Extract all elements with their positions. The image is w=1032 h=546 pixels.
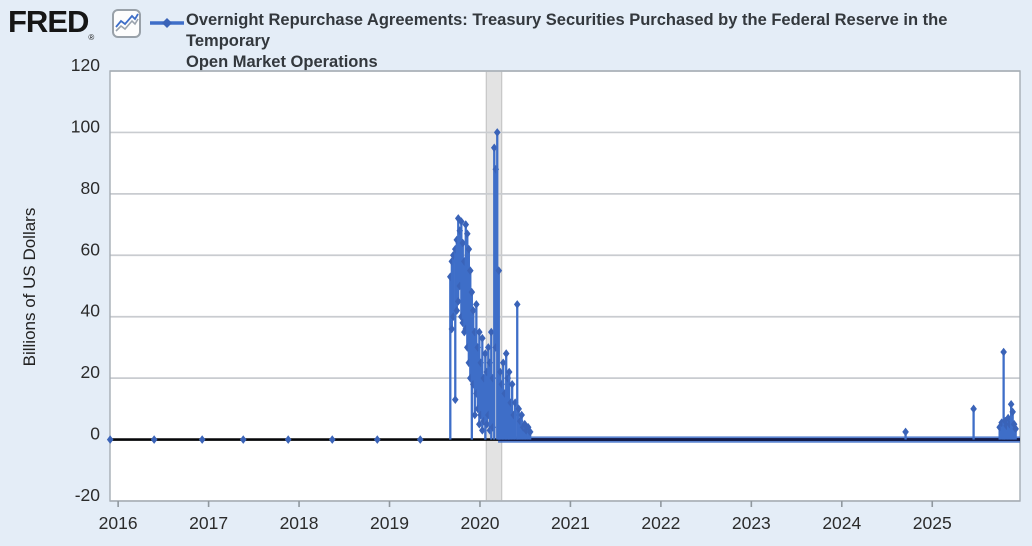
series-marker <box>1012 424 1019 434</box>
series-marker <box>480 416 488 426</box>
series-zero-marker <box>374 435 381 444</box>
series-legend-key <box>149 16 185 28</box>
x-tick-label: 2025 <box>913 513 952 533</box>
series-marker <box>459 318 467 328</box>
series-marker <box>462 220 470 229</box>
y-tick-label: 60 <box>81 239 101 259</box>
line-chart-icon <box>112 9 141 38</box>
x-tick-label: 2022 <box>641 513 680 533</box>
x-tick-label: 2023 <box>732 513 771 533</box>
series-marker <box>499 358 507 368</box>
series-marker <box>459 238 467 248</box>
series-marker <box>476 327 483 337</box>
fred-logo[interactable]: FRED® <box>8 4 94 42</box>
series-marker <box>448 324 456 334</box>
series-marker <box>453 235 461 245</box>
series-zero-marker <box>239 435 247 444</box>
series-marker <box>474 343 482 352</box>
x-tick-label: 2019 <box>370 513 409 533</box>
series-marker <box>454 297 462 306</box>
series-marker <box>471 410 479 420</box>
series-marker <box>502 349 510 358</box>
series-marker <box>522 426 530 435</box>
series-marker <box>464 229 471 239</box>
y-tick-label: 120 <box>71 55 100 75</box>
series-marker <box>508 379 516 389</box>
series-zero-marker <box>328 435 336 444</box>
y-tick-label: 20 <box>81 362 101 382</box>
series-marker <box>466 266 474 275</box>
series-marker <box>453 306 461 315</box>
series-marker <box>465 244 473 254</box>
x-tick-label: 2021 <box>551 513 590 533</box>
series-marker <box>476 419 483 429</box>
series-marker <box>484 410 492 420</box>
series-marker <box>482 349 489 358</box>
series-marker <box>1007 399 1015 409</box>
series-zero-marker <box>106 435 114 444</box>
series-marker <box>469 379 477 389</box>
series-marker <box>487 327 495 337</box>
series-zero-marker <box>284 435 292 444</box>
series-marker <box>513 300 521 309</box>
series-marker <box>496 367 504 377</box>
series-marker <box>1000 347 1007 357</box>
y-tick-label: -20 <box>75 485 101 505</box>
y-tick-label: 80 <box>81 178 101 198</box>
series-marker <box>484 343 492 352</box>
series-marker <box>449 250 457 260</box>
x-tick-label: 2017 <box>189 513 228 533</box>
series-marker <box>458 217 465 226</box>
series-marker <box>464 343 471 352</box>
series-marker <box>483 419 491 429</box>
plot-frame <box>109 70 1021 502</box>
series-title-line2: Open Market Operations <box>186 53 378 71</box>
x-tick-label: 2018 <box>280 513 319 533</box>
y-tick-label: 100 <box>71 116 100 136</box>
series-marker <box>469 306 477 315</box>
registered-trademark: ® <box>88 33 95 42</box>
series-marker <box>515 404 522 414</box>
series-marker <box>505 367 513 377</box>
series-marker <box>1009 407 1016 417</box>
series-marker <box>490 143 498 153</box>
series-marker <box>1006 419 1013 429</box>
x-tick-label: 2020 <box>461 513 500 533</box>
series-marker <box>518 410 525 420</box>
series-title-line1: Overnight Repurchase Agreements: Treasur… <box>186 11 948 50</box>
series-zero-marker <box>198 435 206 444</box>
plot-background <box>110 71 1020 501</box>
series-marker <box>473 300 480 309</box>
series-marker <box>495 266 503 275</box>
series-marker <box>474 404 482 414</box>
y-tick-label: 40 <box>81 301 101 321</box>
series-marker <box>480 373 488 383</box>
series-marker <box>449 312 457 322</box>
y-tick-label: 0 <box>90 424 100 444</box>
series-marker <box>451 395 459 404</box>
series-title[interactable]: Overnight Repurchase Agreements: Treasur… <box>186 10 1032 73</box>
series-marker <box>465 358 473 368</box>
x-tick-label: 2024 <box>822 513 861 533</box>
series-zero-marker <box>416 435 424 444</box>
series-marker <box>493 128 501 137</box>
series-marker <box>454 214 462 223</box>
series-marker <box>479 426 486 435</box>
series-marker <box>501 389 509 398</box>
x-tick-label: 2016 <box>99 513 138 533</box>
series-marker <box>902 427 909 437</box>
series-marker <box>519 422 527 432</box>
series-zero-marker <box>150 435 158 444</box>
series-marker <box>479 333 486 343</box>
series-marker <box>461 327 468 337</box>
fred-logo-text: FRED <box>8 4 89 39</box>
series-marker <box>526 427 534 437</box>
series-marker <box>970 404 977 414</box>
series-marker <box>468 287 476 297</box>
